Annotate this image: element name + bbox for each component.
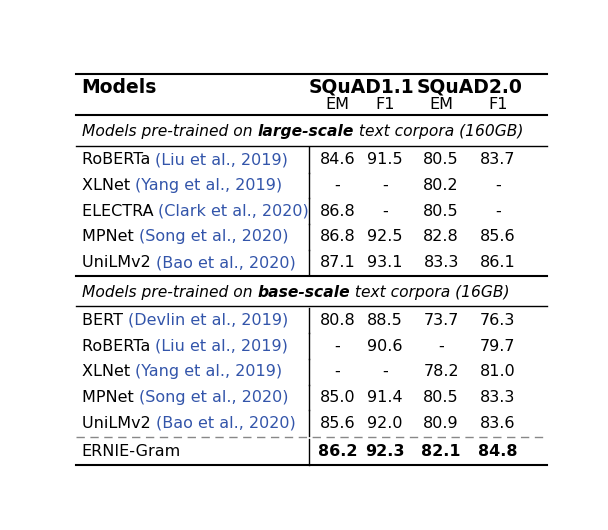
Text: -: - (382, 364, 387, 379)
Text: XLNet: XLNet (81, 178, 135, 193)
Text: -: - (382, 204, 387, 218)
Text: (Song et al., 2020): (Song et al., 2020) (139, 229, 288, 244)
Text: 81.0: 81.0 (480, 364, 516, 379)
Text: EM: EM (429, 96, 453, 112)
Text: 80.5: 80.5 (423, 390, 459, 405)
Text: 76.3: 76.3 (480, 313, 516, 328)
Text: ERNIE-Gram: ERNIE-Gram (81, 444, 181, 459)
Text: SQuAD1.1: SQuAD1.1 (308, 78, 414, 96)
Text: text corpora (160GB): text corpora (160GB) (353, 124, 523, 139)
Text: 86.1: 86.1 (480, 255, 516, 270)
Text: 87.1: 87.1 (320, 255, 356, 270)
Text: 80.9: 80.9 (423, 416, 459, 431)
Text: XLNet: XLNet (81, 364, 135, 379)
Text: 82.8: 82.8 (423, 229, 459, 244)
Text: 73.7: 73.7 (424, 313, 459, 328)
Text: (Clark et al., 2020): (Clark et al., 2020) (159, 204, 309, 218)
Text: -: - (382, 178, 387, 193)
Text: UniLMv2: UniLMv2 (81, 255, 156, 270)
Text: 83.3: 83.3 (480, 390, 516, 405)
Text: 80.5: 80.5 (423, 204, 459, 218)
Text: Models pre-trained on: Models pre-trained on (81, 124, 257, 139)
Text: (Bao et al., 2020): (Bao et al., 2020) (156, 255, 295, 270)
Text: (Liu et al., 2019): (Liu et al., 2019) (155, 339, 288, 354)
Text: RoBERTa: RoBERTa (81, 339, 155, 354)
Text: text corpora (16GB): text corpora (16GB) (350, 285, 510, 299)
Text: 78.2: 78.2 (423, 364, 459, 379)
Text: (Yang et al., 2019): (Yang et al., 2019) (135, 178, 282, 193)
Text: Models pre-trained on: Models pre-trained on (81, 285, 257, 299)
Text: SQuAD2.0: SQuAD2.0 (416, 78, 522, 96)
Text: RoBERTa: RoBERTa (81, 152, 155, 167)
Text: 83.7: 83.7 (480, 152, 516, 167)
Text: (Song et al., 2020): (Song et al., 2020) (139, 390, 288, 405)
Text: 91.4: 91.4 (367, 390, 402, 405)
Text: MPNet: MPNet (81, 390, 139, 405)
Text: 86.2: 86.2 (318, 444, 358, 459)
Text: (Liu et al., 2019): (Liu et al., 2019) (155, 152, 288, 167)
Text: -: - (334, 339, 340, 354)
Text: F1: F1 (488, 96, 508, 112)
Text: 84.8: 84.8 (478, 444, 517, 459)
Text: (Yang et al., 2019): (Yang et al., 2019) (135, 364, 282, 379)
Text: -: - (438, 339, 444, 354)
Text: 92.0: 92.0 (367, 416, 402, 431)
Text: 82.1: 82.1 (421, 444, 461, 459)
Text: 83.3: 83.3 (424, 255, 459, 270)
Text: -: - (495, 204, 500, 218)
Text: 86.8: 86.8 (320, 204, 356, 218)
Text: 85.6: 85.6 (480, 229, 516, 244)
Text: 83.6: 83.6 (480, 416, 516, 431)
Text: 90.6: 90.6 (367, 339, 402, 354)
Text: MPNet: MPNet (81, 229, 139, 244)
Text: 93.1: 93.1 (367, 255, 402, 270)
Text: 88.5: 88.5 (367, 313, 402, 328)
Text: 79.7: 79.7 (480, 339, 516, 354)
Text: 80.8: 80.8 (320, 313, 356, 328)
Text: 85.0: 85.0 (320, 390, 355, 405)
Text: large-scale: large-scale (257, 124, 353, 139)
Text: (Devlin et al., 2019): (Devlin et al., 2019) (128, 313, 288, 328)
Text: Models: Models (81, 78, 157, 96)
Text: base-scale: base-scale (257, 285, 350, 299)
Text: (Bao et al., 2020): (Bao et al., 2020) (156, 416, 295, 431)
Text: -: - (334, 178, 340, 193)
Text: 80.2: 80.2 (423, 178, 459, 193)
Text: F1: F1 (375, 96, 395, 112)
Text: 86.8: 86.8 (320, 229, 356, 244)
Text: 92.3: 92.3 (365, 444, 404, 459)
Text: UniLMv2: UniLMv2 (81, 416, 156, 431)
Text: BERT: BERT (81, 313, 128, 328)
Text: EM: EM (325, 96, 350, 112)
Text: 80.5: 80.5 (423, 152, 459, 167)
Text: 91.5: 91.5 (367, 152, 402, 167)
Text: 85.6: 85.6 (320, 416, 355, 431)
Text: 84.6: 84.6 (320, 152, 355, 167)
Text: -: - (334, 364, 340, 379)
Text: ELECTRA: ELECTRA (81, 204, 159, 218)
Text: -: - (495, 178, 500, 193)
Text: 92.5: 92.5 (367, 229, 402, 244)
